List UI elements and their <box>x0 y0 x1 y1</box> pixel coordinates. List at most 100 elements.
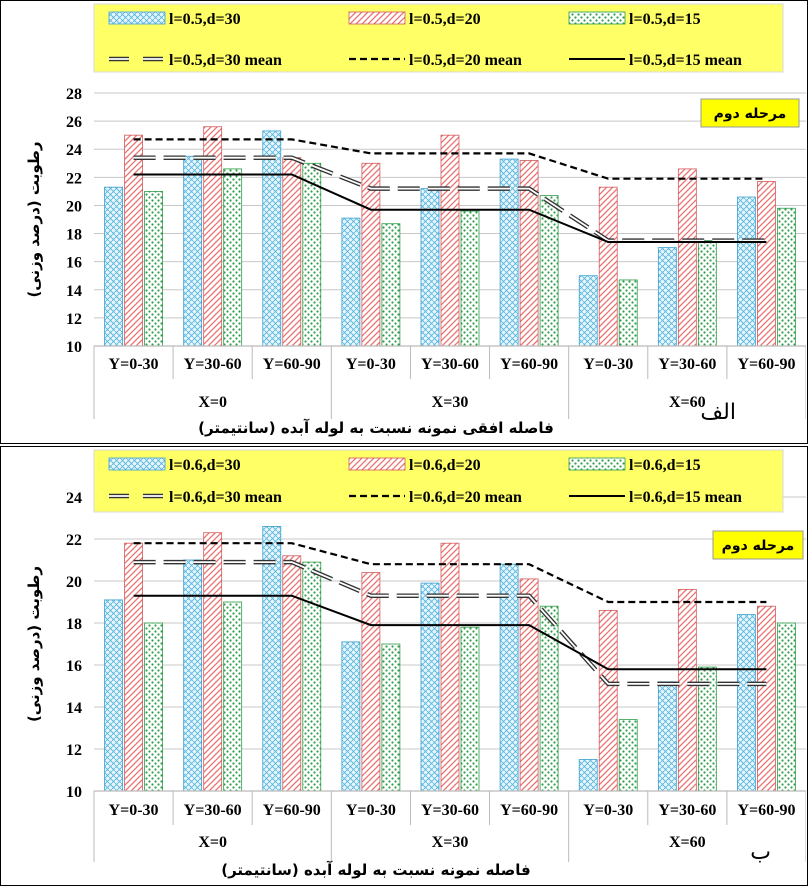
x-group-label: X=30 <box>432 834 469 851</box>
x-category-label: Y=0-30 <box>346 356 396 373</box>
y-tick-label: 16 <box>66 255 82 272</box>
bar-l-0-5-d-30-0 <box>104 186 123 347</box>
y-tick-label: 18 <box>66 616 82 633</box>
legend-swatch <box>108 11 166 25</box>
x-group-label: X=30 <box>432 394 469 411</box>
mean-line-1 <box>133 138 767 180</box>
legend-label: l=0.5,d=20 mean <box>409 52 522 69</box>
panel-letter: الف <box>700 400 736 425</box>
bar-l-0-6-d-20-8 <box>757 605 776 792</box>
bar-l-0-6-d-30-4 <box>420 582 440 792</box>
bar-l-0-6-d-15-6 <box>618 719 638 792</box>
stage-label: مرحله دوم <box>714 106 787 122</box>
mean-line-0 <box>133 561 767 685</box>
bar-l-0-6-d-30-8 <box>737 614 756 792</box>
x-group-label: X=0 <box>198 394 227 411</box>
x-category-label: Y=0-30 <box>583 356 633 373</box>
chart-svg: 10 12 14 16 18 20 22 24 Y=0-30 Y=30-60 Y=60-90 Y=0-… <box>25 449 806 879</box>
bar-l-0-5-d-30-6 <box>578 275 598 347</box>
legend-swatch <box>568 457 626 471</box>
bar-l-0-6-d-20-7 <box>677 588 697 792</box>
bar-l-0-6-d-30-3 <box>341 641 361 792</box>
legend-label: l=0.6,d=30 mean <box>169 489 282 506</box>
x-category-label: Y=30-60 <box>658 802 716 819</box>
x-category-label: Y=0-30 <box>346 802 396 819</box>
y-tick-label: 14 <box>66 283 82 300</box>
legend-label: l=0.6,d=20 <box>409 457 481 474</box>
y-tick-label: 14 <box>66 700 82 717</box>
chart-svg: 10 12 14 16 18 20 22 24 26 28 Y=0-30 Y=30-60 Y=60-90… <box>25 3 806 437</box>
bar-l-0-5-d-30-1 <box>183 155 203 347</box>
legend-label: l=0.6,d=30 <box>169 457 241 474</box>
x-category-label: Y=30-60 <box>658 356 716 373</box>
x-category-label: Y=0-30 <box>583 802 633 819</box>
y-tick-label: 26 <box>66 114 82 131</box>
legend-label: l=0.6,d=15 <box>629 457 701 474</box>
bar-l-0-6-d-30-0 <box>104 599 123 792</box>
x-group-label: X=60 <box>669 394 706 411</box>
bar-l-0-5-d-15-4 <box>460 210 480 347</box>
bar-l-0-6-d-30-6 <box>578 759 598 792</box>
bar-l-0-5-d-30-8 <box>737 196 756 347</box>
bar-l-0-6-d-30-1 <box>183 559 203 792</box>
bar-l-0-5-d-30-4 <box>420 188 440 347</box>
bar-l-0-6-d-30-7 <box>657 681 677 792</box>
y-tick-label: 24 <box>66 490 82 507</box>
bar-l-0-6-d-20-4 <box>440 542 460 792</box>
y-tick-label: 16 <box>66 658 82 675</box>
y-tick-label: 22 <box>66 170 82 187</box>
bar-l-0-6-d-15-1 <box>223 601 243 792</box>
y-tick-label: 10 <box>66 784 82 801</box>
bar-l-0-6-d-20-3 <box>361 572 381 792</box>
legend-label: l=0.6,d=20 mean <box>409 489 522 506</box>
bar-l-0-6-d-15-3 <box>381 643 401 792</box>
x-group-label: X=0 <box>198 834 227 851</box>
y-axis-title: رطوبت (درصد وزنی) <box>25 141 43 297</box>
bar-l-0-6-d-30-2 <box>262 526 282 792</box>
mean-line-0 <box>133 156 767 242</box>
x-category-label: Y=0-30 <box>109 802 159 819</box>
bar-l-0-6-d-20-6 <box>598 609 618 792</box>
bar-l-0-5-d-15-1 <box>223 168 243 347</box>
bar-l-0-5-d-15-2 <box>302 162 322 347</box>
x-category-label: Y=60-90 <box>263 802 321 819</box>
stage-label-box <box>712 530 804 560</box>
bar-l-0-5-d-20-2 <box>282 157 302 347</box>
bar-l-0-5-d-15-3 <box>381 223 401 347</box>
mean-line-2 <box>133 594 767 671</box>
legend-label: l=0.5,d=20 <box>409 11 481 28</box>
x-category-label: Y=60-90 <box>500 356 558 373</box>
bar-l-0-5-d-15-6 <box>618 279 638 347</box>
y-tick-label: 12 <box>66 742 82 759</box>
bar-l-0-5-d-20-7 <box>677 168 697 347</box>
x-category-label: Y=30-60 <box>421 356 479 373</box>
bar-l-0-6-d-15-8 <box>777 622 796 792</box>
y-tick-label: 10 <box>66 339 82 356</box>
bar-l-0-5-d-20-0 <box>124 134 143 347</box>
bar-l-0-6-d-15-5 <box>539 605 559 792</box>
mean-line-1 <box>133 542 767 604</box>
y-tick-label: 28 <box>66 86 82 103</box>
legend-label: l=0.5,d=30 <box>169 11 241 28</box>
bar-l-0-6-d-30-5 <box>499 563 519 792</box>
bar-l-0-5-d-15-8 <box>777 207 796 347</box>
bar-l-0-6-d-20-1 <box>203 532 223 792</box>
bar-l-0-6-d-15-4 <box>460 626 480 792</box>
legend-label: l=0.5,d=30 mean <box>169 52 282 69</box>
chart-panel-top: 10 12 14 16 18 20 22 24 26 28 Y=0-30 Y=30-60 Y=60-90… <box>0 0 808 444</box>
y-tick-label: 24 <box>66 142 82 159</box>
y-tick-label: 20 <box>66 574 82 591</box>
legend-label: l=0.6,d=15 mean <box>629 489 742 506</box>
bar-l-0-6-d-20-0 <box>124 542 143 792</box>
chart-panel-bottom: 10 12 14 16 18 20 22 24 Y=0-30 Y=30-60 Y=60-90 Y=0-… <box>0 446 808 886</box>
legend-swatch <box>568 11 626 25</box>
bar-l-0-6-d-20-2 <box>282 555 302 792</box>
legend <box>93 3 784 73</box>
legend-label: l=0.5,d=15 mean <box>629 52 742 69</box>
x-category-label: Y=0-30 <box>109 356 159 373</box>
bar-l-0-5-d-30-3 <box>341 217 361 347</box>
y-tick-label: 22 <box>66 532 82 549</box>
bar-l-0-6-d-15-0 <box>144 622 163 792</box>
x-category-label: Y=60-90 <box>263 356 321 373</box>
